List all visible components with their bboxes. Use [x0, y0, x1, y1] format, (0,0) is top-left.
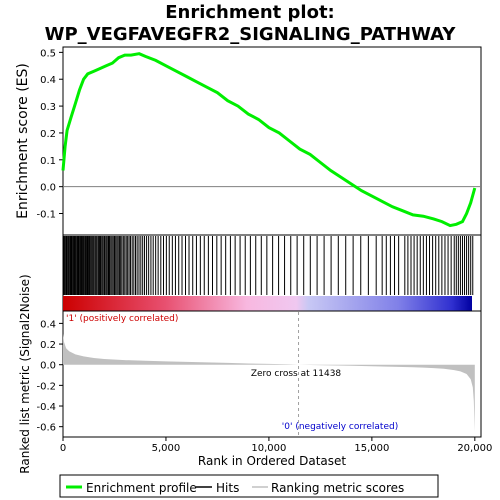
metric-x-ticks: 0 5,000 10,000 15,000 20,000: [60, 437, 492, 454]
metric-y-tick-label: 0.4: [40, 319, 56, 330]
legend-item-enrichment-profile: Enrichment profile: [86, 481, 197, 495]
plot-title-line2: WP_VEGFAVEGFR2_SIGNALING_PATHWAY: [45, 24, 457, 45]
metric-panel: -0.6 -0.4 -0.2 0.0 0.2 0.4 0 5,000 10,000 15,000…: [18, 274, 492, 473]
metric-area: [63, 333, 475, 432]
rank-color-bar: [63, 296, 472, 311]
es-y-tick-label: 0.4: [40, 75, 56, 86]
legend-item-hits: Hits: [216, 481, 239, 495]
hit-lines: [63, 236, 474, 295]
positive-correlation-label: '1' (positively correlated): [66, 314, 178, 324]
es-y-tick-label: 0.2: [40, 129, 56, 140]
es-y-ticks: -0.1 0.0 0.1 0.2 0.3 0.4 0.5: [36, 48, 63, 221]
es-panel-frame: [62, 46, 482, 236]
metric-y-tick-label: -0.2: [36, 381, 56, 392]
legend-item-ranking-metric: Ranking metric scores: [271, 481, 404, 495]
plot-title-line1: Enrichment plot:: [165, 2, 335, 23]
hits-panel: [62, 234, 482, 312]
negative-correlation-label: '0' (negatively correlated): [282, 422, 398, 432]
metric-y-tick-label: 0.0: [40, 361, 56, 372]
x-tick-label: 0: [60, 443, 66, 454]
x-axis-label: Rank in Ordered Dataset: [198, 454, 346, 468]
x-tick-label: 15,000: [354, 443, 389, 454]
zero-cross-label: Zero cross at 11438: [251, 369, 342, 379]
metric-y-tick-label: -0.4: [36, 402, 56, 413]
es-y-tick-label: -0.1: [36, 210, 56, 221]
x-tick-label: 10,000: [251, 443, 286, 454]
metric-y-tick-label: -0.6: [36, 423, 56, 434]
es-y-tick-label: 0.0: [40, 183, 56, 194]
legend: Enrichment profile Hits Ranking metric s…: [59, 474, 439, 498]
metric-y-axis-label: Ranked list metric (Signal2Noise): [18, 274, 32, 473]
es-y-axis-label: Enrichment score (ES): [15, 63, 31, 219]
es-y-tick-label: 0.3: [40, 102, 56, 113]
es-panel: -0.1 0.0 0.1 0.2 0.3 0.4 0.5 Enrichment score …: [15, 46, 482, 236]
metric-y-tick-label: 0.2: [40, 340, 56, 351]
es-y-tick-label: 0.1: [40, 156, 56, 167]
metric-panel-frame: [62, 310, 482, 438]
x-tick-label: 20,000: [457, 443, 492, 454]
legend-frame: [59, 474, 439, 498]
es-y-tick-label: 0.5: [40, 48, 56, 59]
x-tick-label: 5,000: [152, 443, 181, 454]
es-series-line: [61, 52, 477, 228]
metric-y-ticks: -0.6 -0.4 -0.2 0.0 0.2 0.4: [36, 319, 63, 434]
